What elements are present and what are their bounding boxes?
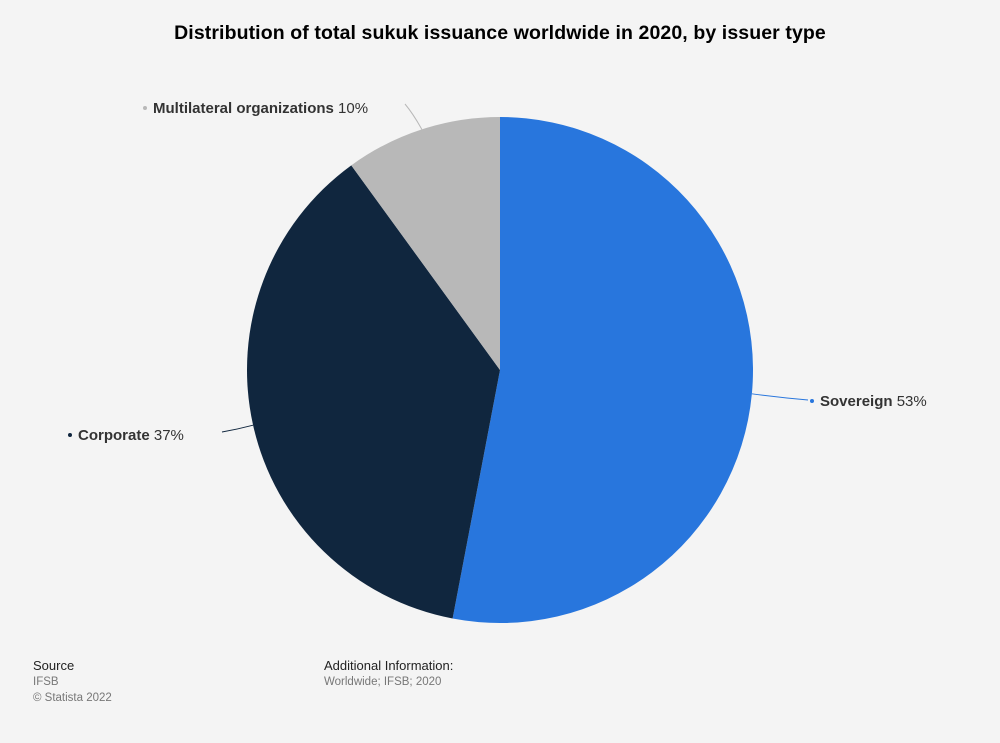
data-label: Multilateral organizations 10% [153,100,368,117]
connector-line [751,393,809,401]
info-heading: Additional Information: [324,658,454,673]
pie-slice-multilateral-organizations[interactable] [351,117,500,370]
data-label: Corporate 37% [78,427,184,444]
pie-slice-sovereign[interactable] [452,117,753,623]
additional-info-block: Additional Information: Worldwide; IFSB;… [324,658,453,690]
data-label-value: 53% [893,393,927,410]
legend-bullet [143,106,147,110]
legend-bullet [810,399,814,403]
source-block: Source IFSB © Statista 2022 [33,658,112,706]
chart-title: Distribution of total sukuk issuance wor… [174,22,826,44]
data-label-name: Multilateral organizations [153,100,334,117]
info-text: Worldwide; IFSB; 2020 [324,676,442,688]
connector-line [404,103,423,130]
source-heading: Source [33,658,75,673]
data-label: Sovereign 53% [820,393,927,410]
data-label-value: 37% [150,427,184,444]
data-label-value: 10% [334,100,368,117]
pie-slice-corporate[interactable] [247,165,500,619]
data-label-name: Corporate [78,427,150,444]
data-label-name: Sovereign [820,393,893,410]
source-name: IFSB [33,676,59,688]
legend-bullet [68,433,72,437]
copyright: © Statista 2022 [33,692,112,704]
connector-line [221,424,254,433]
